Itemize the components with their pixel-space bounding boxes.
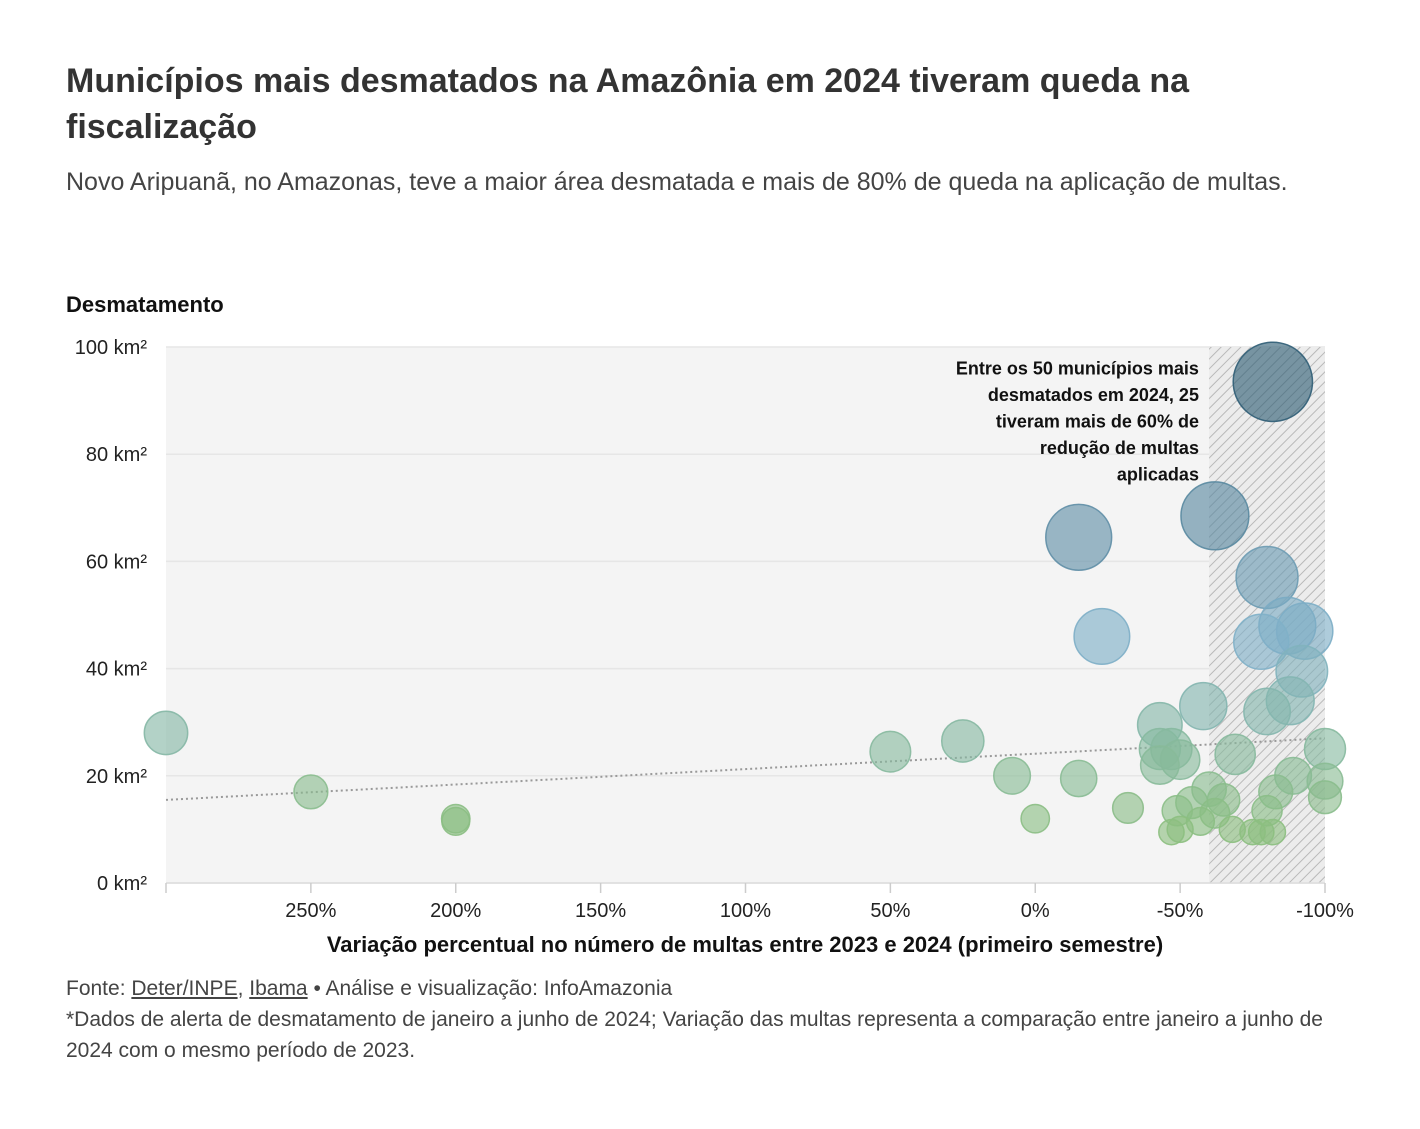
data-point [1232, 341, 1314, 423]
y-tick-label: 0 km² [97, 873, 147, 895]
source-link-deter[interactable]: Deter/INPE [131, 977, 238, 1000]
x-axis-title: Variação percentual no número de multas … [327, 932, 1163, 957]
data-point [1111, 791, 1145, 825]
source-line: Fonte: Deter/INPE, Ibama • Análise e vis… [66, 973, 1346, 1004]
data-point [1179, 681, 1228, 731]
x-tick-label: -50% [1157, 900, 1204, 922]
data-point [869, 730, 912, 773]
x-tick-label: 150% [575, 900, 626, 922]
source-link-ibama[interactable]: Ibama [249, 977, 308, 1000]
data-point [992, 756, 1032, 795]
y-tick-label: 60 km² [86, 551, 147, 573]
x-tick-label: -100% [1296, 900, 1354, 922]
y-tick-label: 20 km² [86, 766, 147, 788]
data-point [1059, 759, 1098, 798]
data-point [1045, 503, 1113, 571]
annotation-line: desmatados em 2024, 25 [988, 385, 1199, 405]
chart-subtitle: Novo Aripuanã, no Amazonas, teve a maior… [66, 168, 1288, 196]
data-point [940, 719, 985, 763]
credit-text: • Análise e visualização: InfoAmazonia [307, 977, 673, 1000]
chart-footer: Fonte: Deter/INPE, Ibama • Análise e vis… [66, 973, 1346, 1066]
data-point [1158, 818, 1185, 846]
data-point [293, 774, 329, 810]
source-separator: , [237, 977, 250, 1000]
annotation-line: Entre os 50 municípios mais [956, 358, 1199, 378]
data-point [1139, 745, 1180, 786]
chart-title: Municípios mais desmatados na Amazônia e… [66, 62, 1190, 146]
y-tick-label: 40 km² [86, 659, 147, 681]
data-point [1180, 481, 1250, 551]
x-tick-label: 200% [430, 900, 481, 922]
scatter-chart: 0 km² 20 km² 40 km² 60 km² 80 km² 100 km² 250%… [75, 337, 1354, 957]
methodology-note: *Dados de alerta de desmatamento de jane… [66, 1008, 1323, 1062]
source-prefix: Fonte: [66, 977, 132, 1000]
x-tick-label: 50% [870, 900, 910, 922]
trend-line [165, 737, 1326, 801]
data-point [1073, 607, 1131, 665]
y-tick-label: 80 km² [86, 444, 147, 466]
data-point [1020, 803, 1051, 834]
data-point [143, 710, 189, 756]
x-tick-label: 0% [1021, 900, 1050, 922]
data-point [1259, 818, 1287, 846]
data-point [1233, 613, 1290, 671]
y-axis-title: Desmatamento [66, 292, 224, 317]
data-point [1214, 733, 1257, 776]
annotation-line: redução de multas [1040, 438, 1199, 458]
data-point [1307, 780, 1343, 815]
data-point [441, 806, 471, 837]
x-tick-label: 100% [720, 900, 771, 922]
data-point [1243, 687, 1291, 736]
y-tick-label: 100 km² [75, 337, 148, 359]
x-tick-label: 250% [285, 900, 336, 922]
annotation-line: aplicadas [1117, 464, 1199, 484]
annotation-line: tiveram mais de 60% de [996, 411, 1199, 431]
